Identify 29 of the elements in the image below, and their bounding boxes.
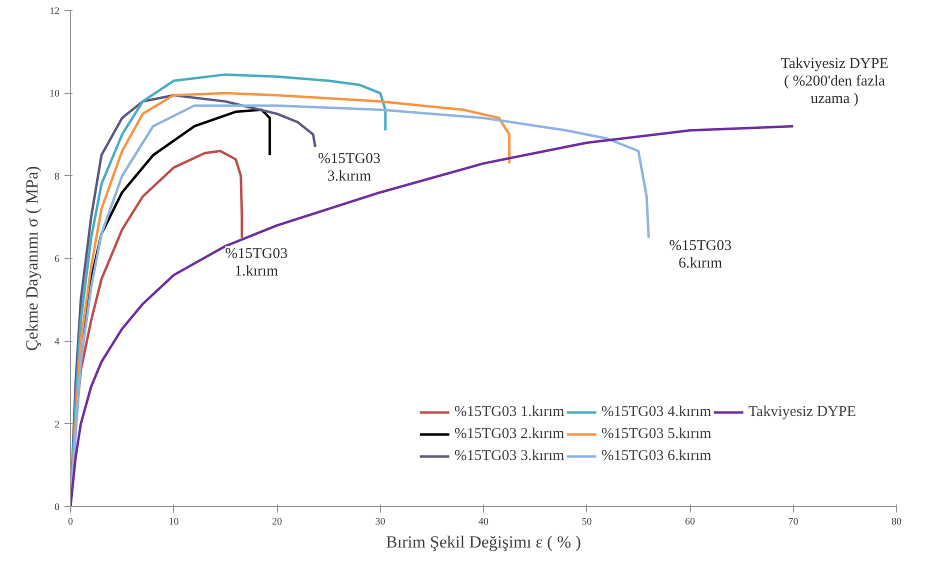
x-tick-label: 10 bbox=[168, 516, 179, 528]
annotation: Takviyesiz DYPE ( %200'den fazla uzama ) bbox=[780, 56, 888, 108]
legend-label: Takviyesiz DYPE bbox=[748, 404, 856, 420]
x-tick-label: 20 bbox=[272, 516, 282, 528]
x-axis-title: Bırim Şekil Değişimı ε ( % ) bbox=[386, 532, 582, 552]
y-tick-label: 0 bbox=[54, 502, 60, 513]
x-tick-label: 60 bbox=[685, 516, 695, 528]
y-tick-label: 8 bbox=[54, 171, 60, 182]
legend-label: %15TG03 6.kırım bbox=[601, 448, 712, 464]
y-tick-label: 6 bbox=[54, 254, 60, 265]
legend-label: %15TG03 2.kırım bbox=[454, 426, 564, 442]
y-tick-label: 10 bbox=[50, 88, 60, 100]
legend-label: %15TG03 4.kırım bbox=[601, 404, 712, 420]
legend-label: %15TG03 1.kırım bbox=[454, 404, 564, 420]
y-tick-label: 12 bbox=[50, 6, 60, 17]
x-tick-label: 70 bbox=[788, 516, 798, 528]
x-tick-label: 30 bbox=[375, 516, 386, 528]
annotation: %15TG03 6.kırım bbox=[669, 238, 732, 272]
x-tick-label: 0 bbox=[68, 516, 73, 528]
annotation: %15TG03 3.kırım bbox=[318, 151, 381, 185]
y-axis-title: Çekme Dayanımı σ ( MPa) bbox=[22, 166, 42, 351]
x-tick-label: 50 bbox=[582, 516, 592, 528]
y-tick-label: 4 bbox=[54, 336, 60, 348]
x-tick-label: 40 bbox=[478, 516, 488, 528]
legend-label: %15TG03 3.kırım bbox=[454, 448, 564, 464]
legend-label: %15TG03 5.kırım bbox=[601, 426, 712, 442]
x-tick-label: 80 bbox=[892, 516, 902, 528]
annotation: %15TG03 1.kırım bbox=[225, 246, 288, 280]
y-tick-label: 2 bbox=[54, 419, 60, 430]
